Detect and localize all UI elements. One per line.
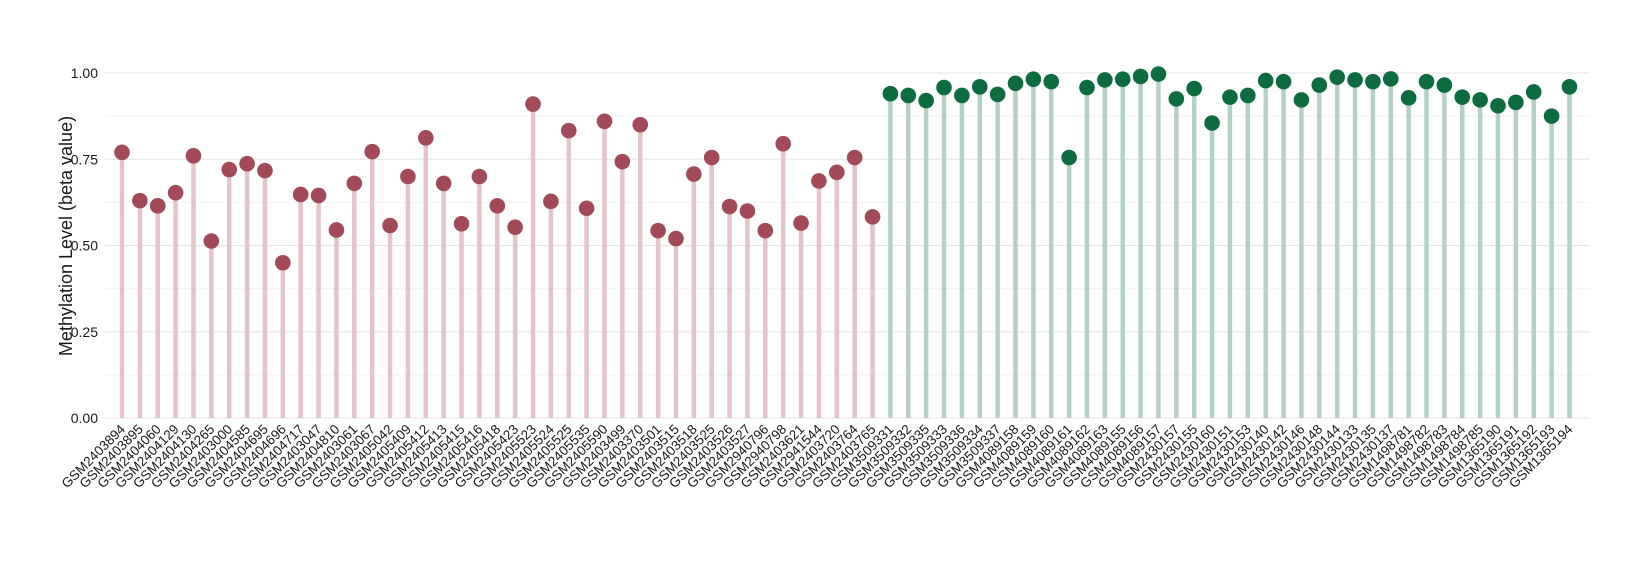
lollipop-point <box>560 122 577 139</box>
lollipop-point <box>1525 84 1542 100</box>
lollipop-point <box>328 222 345 238</box>
lollipop-point <box>739 203 756 219</box>
lollipop-point <box>846 149 863 166</box>
lollipop-point <box>203 233 220 249</box>
lollipop-point <box>650 222 666 239</box>
lollipop-point <box>471 168 488 185</box>
lollipop-stems <box>119 74 1572 418</box>
lollipop-point <box>1043 73 1060 90</box>
lollipop-point <box>1454 89 1471 105</box>
lollipop-point <box>1490 97 1506 114</box>
lollipop-point <box>453 215 470 232</box>
lollipop-point <box>132 192 148 209</box>
lollipop-point <box>918 92 934 109</box>
lollipop-point <box>275 254 291 271</box>
lollipop-point <box>1347 72 1363 88</box>
y-tick-label: 0.75 <box>71 151 98 167</box>
lollipop-point <box>1400 90 1417 106</box>
lollipop-point <box>1293 92 1310 108</box>
lollipop-point <box>257 162 273 179</box>
lollipop-point <box>578 200 595 217</box>
lollipop-point <box>686 166 702 182</box>
lollipop-point <box>1007 75 1024 92</box>
y-tick-label: 0.00 <box>71 410 98 426</box>
lollipop-point <box>614 153 631 170</box>
lollipop-point <box>543 193 559 210</box>
lollipop-point <box>1204 115 1220 131</box>
lollipop-point <box>1543 108 1560 124</box>
lollipop-point <box>114 144 130 161</box>
lollipop-point <box>1365 73 1381 90</box>
lollipop-point <box>1132 68 1149 85</box>
lollipop-point <box>632 116 649 133</box>
lollipop-point <box>1472 92 1488 108</box>
lollipop-point <box>1382 71 1399 87</box>
lollipop-point <box>1150 66 1167 82</box>
lollipop-point <box>185 148 202 164</box>
y-tick-label: 1.00 <box>71 65 98 81</box>
lollipop-point <box>1436 77 1453 93</box>
lollipop-point <box>1079 79 1095 96</box>
lollipop-point <box>417 130 434 146</box>
lollipop-point <box>1508 94 1524 111</box>
lollipop-point <box>489 198 506 214</box>
grid-lines <box>105 72 1590 419</box>
lollipop-point <box>1061 149 1077 166</box>
lollipop-point <box>989 86 1006 103</box>
lollipop-point <box>811 173 827 189</box>
lollipop-point <box>864 209 881 225</box>
lollipop-point <box>882 85 899 102</box>
lollipop-point <box>310 187 327 204</box>
lollipop-point <box>1222 89 1238 105</box>
lollipop-point <box>239 155 255 172</box>
lollipop-point <box>221 161 238 178</box>
lollipop-point <box>346 175 363 192</box>
lollipop-point <box>1257 72 1274 89</box>
lollipop-point <box>507 219 523 236</box>
lollipop-point <box>1329 69 1345 85</box>
lollipop-point <box>382 217 398 234</box>
y-axis-ticks: 0.00 0.25 0.50 0.75 1.00 <box>71 65 98 426</box>
lollipop-point <box>721 198 738 215</box>
lollipop-points <box>114 66 1578 271</box>
lollipop-point <box>775 135 791 152</box>
y-tick-label: 0.25 <box>71 324 98 340</box>
lollipop-point <box>1114 71 1131 88</box>
lollipop-point <box>829 164 845 181</box>
lollipop-point <box>1275 73 1292 90</box>
lollipop-point <box>435 175 452 192</box>
lollipop-point <box>971 79 988 95</box>
lollipop-point <box>954 87 970 104</box>
lollipop-point <box>1025 71 1042 88</box>
lollipop-point <box>525 96 541 112</box>
lollipop-point <box>936 79 952 96</box>
lollipop-point <box>668 230 684 247</box>
lollipop-point <box>1311 77 1328 93</box>
lollipop-point <box>1168 91 1185 107</box>
lollipop-point <box>596 113 613 130</box>
lollipop-point <box>1097 72 1113 88</box>
lollipop-point <box>1561 79 1578 95</box>
lollipop-point <box>757 222 774 239</box>
lollipop-point <box>1186 80 1202 97</box>
lollipop-point <box>149 198 166 214</box>
lollipop-point <box>793 215 809 231</box>
lollipop-point <box>292 186 309 203</box>
lollipop-point <box>1240 87 1256 104</box>
lollipop-point <box>400 168 416 185</box>
lollipop-point <box>703 149 720 166</box>
y-axis-label: Methylation Level (beta value) <box>56 116 76 356</box>
lollipop-point <box>167 184 184 201</box>
lollipop-point <box>1418 73 1435 90</box>
x-axis-ticks: GSM2403894GSM2403895GSM2404060GSM2404129… <box>59 421 1576 491</box>
y-tick-label: 0.50 <box>71 238 98 254</box>
lollipop-point <box>900 87 917 104</box>
lollipop-point <box>364 143 380 160</box>
